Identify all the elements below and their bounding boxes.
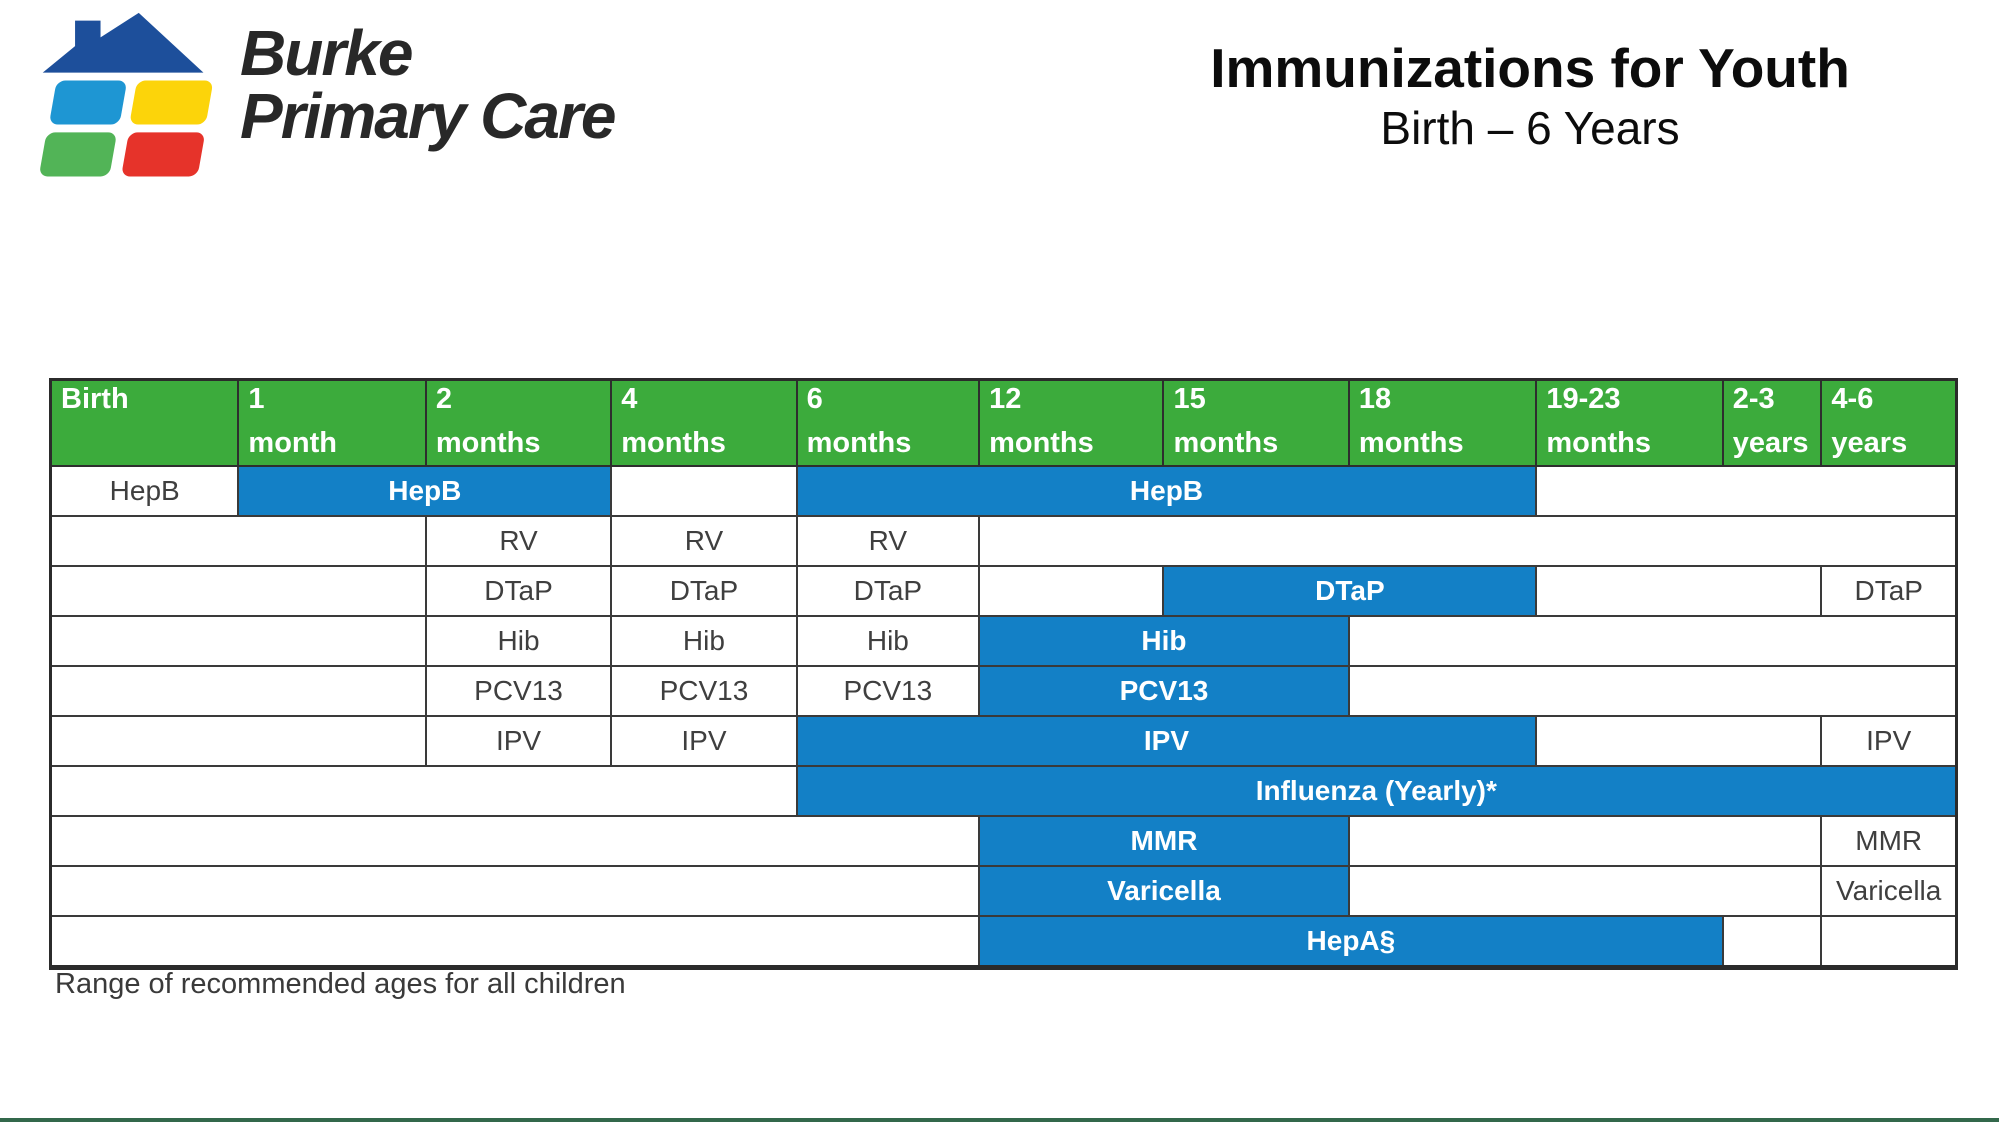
page-title: Immunizations for Youth xyxy=(1210,37,1850,99)
column-header-6-months: 6 months xyxy=(797,381,981,465)
influenza-range-bar: Influenza (Yearly)* xyxy=(797,767,1955,815)
pcv13-empty-cell xyxy=(1349,667,1955,715)
dtap-dose-label: DTaP xyxy=(612,567,798,615)
ipv-range-bar: IPV xyxy=(797,717,1538,765)
hepa-range-bar: HepA§ xyxy=(980,917,1724,965)
hib-row: Hib Hib Hib Hib xyxy=(52,617,1955,667)
ipv-dose-label: IPV xyxy=(612,717,798,765)
hepb-row: HepB HepB HepB xyxy=(52,467,1955,517)
varicella-empty-cell xyxy=(52,867,981,915)
column-header-19-23-months: 19-23 months xyxy=(1537,381,1724,465)
column-header-15-months: 15 months xyxy=(1164,381,1350,465)
hib-range-bar: Hib xyxy=(980,617,1350,665)
column-header-4-6-years: 4-6 years xyxy=(1822,381,1955,465)
column-header-1-month: 1 month xyxy=(239,381,427,465)
hib-empty-cell xyxy=(1349,617,1955,665)
varicella-dose-label: Varicella xyxy=(1822,867,1955,915)
pcv13-dose-label: PCV13 xyxy=(426,667,613,715)
dtap-dose-label: DTaP xyxy=(797,567,981,615)
dtap-empty-cell xyxy=(980,567,1165,615)
logo-line2: Primary Care xyxy=(240,80,616,152)
influenza-empty-cell xyxy=(52,767,798,815)
column-header-2-3-years: 2-3 years xyxy=(1723,381,1823,465)
hib-dose-label: Hib xyxy=(426,617,613,665)
hepb-range-bar: HepB xyxy=(239,467,613,515)
table-header-row: Birth 1 month 2 months 4 months 6 months 12 months… xyxy=(52,381,1955,467)
hib-dose-label: Hib xyxy=(612,617,798,665)
dtap-dose-label: DTaP xyxy=(426,567,613,615)
hib-empty-cell xyxy=(52,617,427,665)
hepa-empty-cell xyxy=(52,917,981,965)
rv-empty-cell xyxy=(52,517,427,565)
rv-empty-cell xyxy=(980,517,1955,565)
mmr-empty-cell xyxy=(1349,817,1823,865)
page-subtitle: Birth – 6 Years xyxy=(1380,101,1680,154)
rv-row: RV RV RV xyxy=(52,517,1955,567)
pcv13-dose-label: PCV13 xyxy=(797,667,981,715)
footer-rule xyxy=(0,1118,1999,1122)
mmr-empty-cell xyxy=(52,817,981,865)
pcv13-row: PCV13 PCV13 PCV13 PCV13 xyxy=(52,667,1955,717)
hepb-dose-label: HepB xyxy=(52,467,240,515)
mmr-row: MMR MMR xyxy=(52,817,1955,867)
mmr-range-bar: MMR xyxy=(980,817,1350,865)
clinic-house-logo-icon xyxy=(40,12,213,177)
hepb-empty-cell xyxy=(612,467,798,515)
logo-line1: Burke xyxy=(240,17,413,89)
ipv-row: IPV IPV IPV IPV xyxy=(52,717,1955,767)
varicella-row: Varicella Varicella xyxy=(52,867,1955,917)
hepa-row: HepA§ xyxy=(52,917,1955,965)
hepa-empty-cell xyxy=(1723,917,1823,965)
pcv13-range-bar: PCV13 xyxy=(980,667,1350,715)
rv-dose-label: RV xyxy=(612,517,798,565)
varicella-empty-cell xyxy=(1349,867,1823,915)
dtap-row: DTaP DTaP DTaP DTaP DTaP xyxy=(52,567,1955,617)
pcv13-empty-cell xyxy=(52,667,427,715)
hepb-range-bar: HepB xyxy=(797,467,1538,515)
mmr-dose-label: MMR xyxy=(1822,817,1955,865)
influenza-row: Influenza (Yearly)* xyxy=(52,767,1955,817)
clinic-logo-text: Burke Primary Care xyxy=(240,17,616,152)
ipv-empty-cell xyxy=(1537,717,1823,765)
dtap-empty-cell xyxy=(1537,567,1823,615)
immunization-schedule-table: Birth 1 month 2 months 4 months 6 months 12 months… xyxy=(49,378,1958,970)
column-header-4-months: 4 months xyxy=(612,381,798,465)
dtap-range-bar: DTaP xyxy=(1164,567,1538,615)
ipv-empty-cell xyxy=(52,717,427,765)
column-header-2-months: 2 months xyxy=(426,381,613,465)
hepa-empty-cell xyxy=(1822,917,1955,965)
ipv-dose-label: IPV xyxy=(426,717,613,765)
column-header-12-months: 12 months xyxy=(980,381,1165,465)
rv-dose-label: RV xyxy=(797,517,981,565)
column-header-birth: Birth xyxy=(52,381,240,465)
pcv13-dose-label: PCV13 xyxy=(612,667,798,715)
ipv-dose-label: IPV xyxy=(1822,717,1955,765)
logo-roof xyxy=(42,12,204,73)
legend-note: Range of recommended ages for all childr… xyxy=(55,968,626,1000)
rv-dose-label: RV xyxy=(426,517,613,565)
hib-dose-label: Hib xyxy=(797,617,981,665)
dtap-empty-cell xyxy=(52,567,427,615)
column-header-18-months: 18 months xyxy=(1349,381,1538,465)
hepb-empty-cell xyxy=(1537,467,1955,515)
dtap-dose-label: DTaP xyxy=(1822,567,1955,615)
varicella-range-bar: Varicella xyxy=(980,867,1350,915)
title-block: Immunizations for Youth Birth – 6 Years xyxy=(1060,38,1999,153)
